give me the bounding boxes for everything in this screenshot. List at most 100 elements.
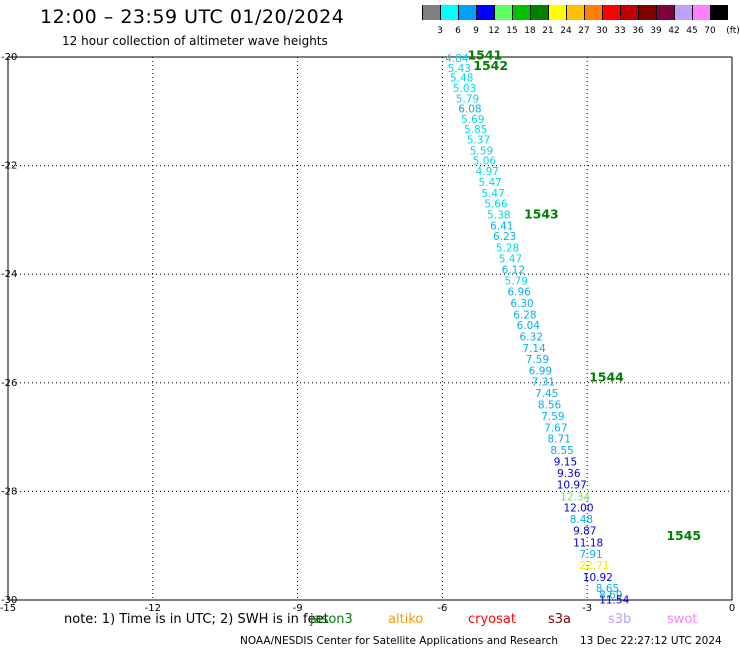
- track-annotation: 1544: [589, 369, 624, 384]
- data-point-label: 7.59: [526, 354, 549, 366]
- color-swatch: [440, 5, 458, 20]
- color-scale-label: 12: [488, 26, 500, 36]
- data-point-label: 6.04: [517, 320, 541, 332]
- x-tick-label: -15: [0, 603, 16, 614]
- color-swatch: [476, 5, 494, 20]
- y-tick-label: -28: [1, 486, 17, 497]
- data-point-label: 8.56: [538, 400, 562, 412]
- track-annotation: 1545: [666, 528, 701, 543]
- data-point-label: 6.08: [458, 104, 481, 116]
- data-point-label: 9.36: [557, 468, 581, 480]
- data-point-label: 7.14: [522, 343, 546, 355]
- color-scale-label: 45: [686, 26, 698, 36]
- track-annotation: 1542: [473, 58, 508, 73]
- data-point-label: 10.92: [583, 572, 613, 584]
- x-tick-label: -6: [437, 603, 447, 614]
- color-scale-label: 18: [524, 26, 536, 36]
- data-point-label: 6.23: [493, 231, 516, 243]
- color-scale-label: 15: [506, 26, 518, 36]
- data-point-label: 6.30: [510, 298, 533, 310]
- data-point-label: 5.38: [487, 209, 510, 221]
- data-point-label: 5.79: [456, 93, 479, 105]
- data-point-label: 7.31: [532, 377, 555, 389]
- data-point-label: 6.32: [520, 332, 543, 344]
- y-tick-label: -24: [1, 269, 17, 280]
- legend-item-altiko: altiko: [388, 612, 424, 627]
- data-point-label: 5.48: [450, 73, 473, 85]
- color-swatch: [458, 5, 476, 20]
- data-point-label: 12.34: [560, 491, 590, 503]
- color-scale-label: 30: [596, 26, 608, 36]
- y-tick-label: -22: [1, 161, 17, 172]
- data-point-label: 6.41: [490, 220, 513, 232]
- x-tick-label: -12: [145, 603, 161, 614]
- color-scale-label: 42: [668, 26, 680, 36]
- color-swatch: [494, 5, 512, 20]
- color-scale-label: 24: [560, 26, 572, 36]
- data-point-label: 9.15: [554, 457, 577, 469]
- color-swatch: [422, 5, 440, 20]
- color-scale-label: 6: [455, 26, 461, 36]
- x-tick-label: -9: [293, 603, 303, 614]
- data-point-label: 6.99: [529, 365, 552, 377]
- data-point-label: 5.37: [467, 135, 490, 147]
- y-tick-label: -30: [1, 595, 17, 606]
- data-point-label: 4.97: [476, 166, 499, 178]
- y-tick-label: -26: [1, 378, 17, 389]
- color-swatch: [692, 5, 710, 20]
- color-swatch: [656, 5, 674, 20]
- color-scale-label: 33: [614, 26, 626, 36]
- data-point-label: 7.45: [535, 388, 558, 400]
- data-point-label: 7.59: [541, 411, 564, 423]
- data-point-label: 5.06: [473, 156, 497, 168]
- data-point-label: 5.79: [505, 276, 528, 288]
- track-annotation: 1541: [467, 47, 502, 62]
- track-annotation: 1543: [524, 206, 559, 221]
- color-swatch: [638, 5, 656, 20]
- color-scale-label: 27: [578, 26, 590, 36]
- generated-timestamp: 13 Dec 22:27:12 UTC 2024: [580, 635, 722, 647]
- data-point-label: 6.28: [513, 309, 536, 321]
- y-tick-label: -20: [1, 52, 17, 63]
- x-tick-label: -3: [582, 603, 592, 614]
- color-swatch: [566, 5, 584, 20]
- data-point-label: 8.48: [570, 514, 593, 526]
- data-point-label: 5.59: [470, 145, 493, 157]
- data-point-label: 5.85: [464, 124, 487, 136]
- data-point-label: 5.66: [484, 199, 508, 211]
- data-point-label: 11.18: [573, 537, 603, 549]
- color-swatch: [674, 5, 692, 20]
- legend-item-cryosat: cryosat: [468, 612, 516, 627]
- color-scale-label: 21: [542, 26, 554, 36]
- data-point-label: 6.12: [502, 264, 525, 276]
- legend-item-s3b: s3b: [608, 612, 632, 627]
- legend-item-jason3: jason3: [310, 612, 353, 627]
- color-scale-label: 9: [473, 26, 479, 36]
- color-swatch: [620, 5, 638, 20]
- color-scale-label: 70: [704, 26, 716, 36]
- data-point-label: 5.03: [453, 83, 476, 95]
- color-swatch: [584, 5, 602, 20]
- color-swatch: [710, 5, 728, 20]
- color-scale-label: 39: [650, 26, 662, 36]
- x-tick-label: 0: [729, 603, 735, 614]
- chart-title: 12:00 – 23:59 UTC 01/20/2024: [40, 6, 345, 28]
- data-point-label: 12.00: [563, 503, 593, 515]
- color-swatch: [530, 5, 548, 20]
- data-point-label: 5.28: [496, 243, 519, 255]
- color-swatch: [512, 5, 530, 20]
- chart-subtitle: 12 hour collection of altimeter wave hei…: [62, 34, 328, 48]
- footnote: note: 1) Time is in UTC; 2) SWH is in fe…: [64, 612, 329, 627]
- data-point-label: 5.47: [481, 188, 504, 200]
- data-point-label: 8.65: [596, 583, 619, 595]
- legend-item-s3a: s3a: [548, 612, 572, 627]
- data-point-label: 8.71: [548, 434, 571, 446]
- color-scale-label: 36: [632, 26, 644, 36]
- data-point-label: 9.87: [573, 525, 596, 537]
- data-point-label: 5.47: [478, 177, 501, 189]
- color-swatch: [602, 5, 620, 20]
- data-point-label: 7.67: [544, 422, 567, 434]
- data-point-label: 7.91: [579, 549, 602, 561]
- data-point-label: 5.47: [499, 253, 522, 265]
